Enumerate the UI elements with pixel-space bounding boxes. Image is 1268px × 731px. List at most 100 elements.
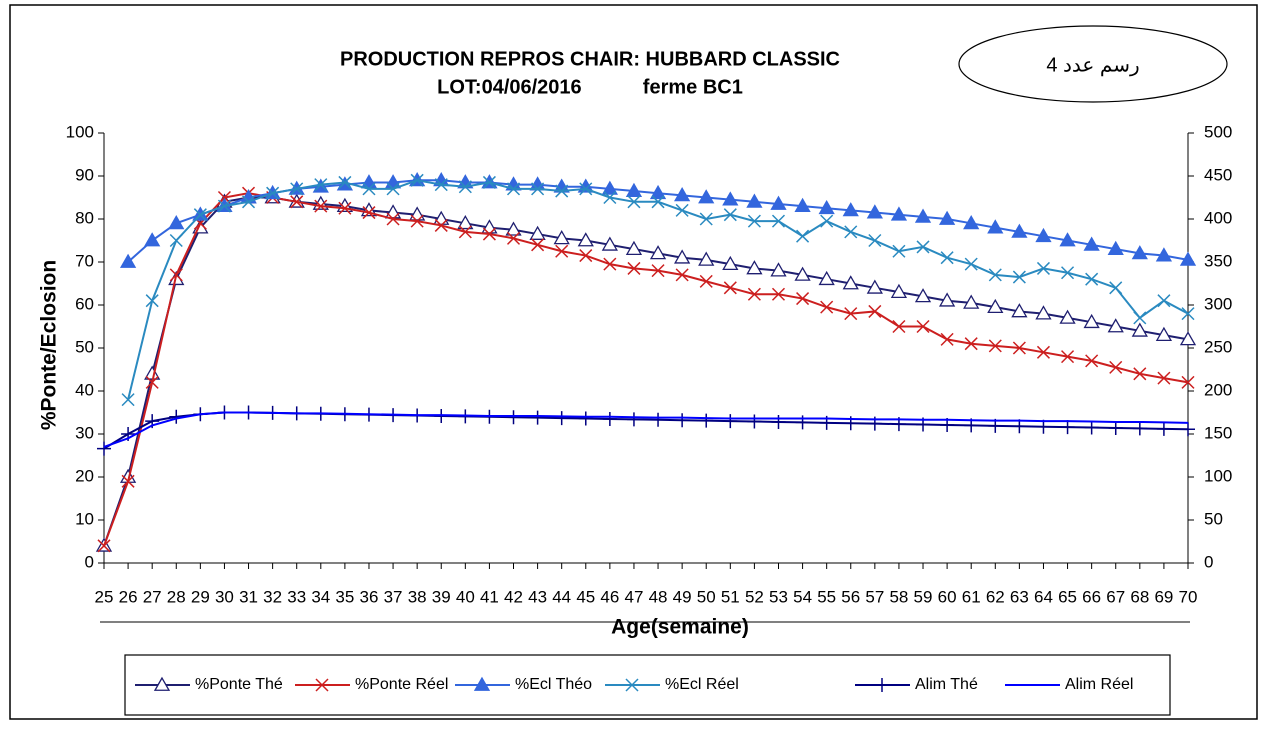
marker: [890, 283, 908, 299]
marker: [892, 244, 906, 258]
marker: [1181, 307, 1195, 321]
x-tick-label: 51: [721, 587, 740, 606]
x-tick-label: 41: [480, 587, 499, 606]
marker: [1133, 311, 1147, 325]
marker: [987, 219, 1004, 234]
marker: [290, 195, 304, 209]
marker: [1133, 367, 1147, 381]
legend-marker: [875, 678, 889, 692]
x-tick-label: 26: [119, 587, 138, 606]
x-tick-label: 39: [432, 587, 451, 606]
marker: [1157, 371, 1171, 385]
marker: [531, 182, 545, 196]
x-tick-label: 31: [239, 587, 258, 606]
marker: [578, 411, 593, 426]
marker: [362, 182, 376, 196]
x-tick-label: 27: [143, 587, 162, 606]
marker: [626, 412, 641, 427]
y2-tick-label: 200: [1204, 380, 1232, 399]
marker: [1155, 247, 1173, 262]
marker: [1061, 266, 1075, 280]
marker: [1061, 350, 1075, 364]
marker: [1132, 421, 1147, 436]
y2-tick-label: 150: [1204, 423, 1232, 442]
marker: [169, 268, 183, 282]
marker: [97, 539, 111, 553]
marker: [602, 411, 617, 426]
marker: [964, 337, 978, 351]
marker: [530, 410, 545, 425]
marker: [868, 233, 882, 248]
legend-label: Alim Thé: [915, 676, 978, 693]
x-tick-label: 47: [624, 587, 643, 606]
marker: [121, 393, 135, 407]
annotation: رسم عدد 4: [1046, 54, 1139, 76]
y2-tick-label: 50: [1204, 509, 1223, 528]
marker: [457, 214, 474, 230]
marker: [1036, 345, 1051, 359]
marker: [506, 231, 521, 245]
y2-tick-label: 350: [1204, 251, 1232, 270]
marker: [531, 238, 545, 252]
y-tick-label: 60: [75, 294, 94, 313]
x-tick-label: 40: [456, 587, 475, 606]
marker: [410, 214, 424, 228]
marker: [434, 218, 448, 232]
marker: [242, 195, 256, 209]
marker: [938, 210, 956, 225]
x-tick-label: 32: [263, 587, 282, 606]
marker: [1155, 326, 1173, 342]
y-tick-label: 100: [66, 122, 94, 141]
x-tick-label: 49: [673, 587, 692, 606]
marker: [1059, 309, 1076, 324]
x-tick-label: 65: [1058, 587, 1077, 606]
marker: [964, 257, 978, 271]
y-tick-label: 80: [75, 208, 94, 227]
y2-tick-label: 400: [1204, 208, 1232, 227]
marker: [145, 375, 159, 389]
x-tick-label: 53: [769, 587, 788, 606]
y-tick-label: 10: [75, 509, 94, 528]
x-tick-label: 61: [962, 587, 981, 606]
marker: [1156, 421, 1171, 436]
chart-border: [9, 4, 1258, 720]
y2-tick-label: 300: [1204, 294, 1232, 313]
marker: [434, 178, 448, 192]
marker: [866, 279, 883, 294]
x-axis-label: Age(semaine): [611, 616, 749, 639]
marker: [675, 413, 690, 428]
marker: [698, 189, 715, 204]
marker: [842, 202, 859, 217]
x-tick-label: 60: [938, 587, 957, 606]
marker: [794, 266, 811, 281]
marker: [698, 251, 715, 266]
marker: [1131, 322, 1148, 337]
marker: [818, 270, 835, 286]
x-tick-label: 37: [384, 587, 403, 606]
chart-title: PRODUCTION REPROS CHAIR: HUBBARD CLASSIC: [340, 48, 840, 70]
marker: [1011, 303, 1028, 318]
marker: [290, 182, 304, 196]
marker: [674, 187, 691, 202]
marker: [890, 206, 908, 221]
marker: [1060, 420, 1075, 435]
marker: [771, 214, 786, 228]
marker: [555, 244, 569, 258]
y-axis-label: %Ponte/Eclosion: [38, 260, 61, 430]
x-tick-label: 45: [576, 587, 595, 606]
y-tick-label: 0: [85, 552, 94, 571]
x-tick-label: 30: [215, 587, 234, 606]
marker: [722, 191, 739, 206]
chart-subtitle: LOT:04/06/2016 ferme BC1: [437, 76, 743, 98]
x-tick-label: 69: [1154, 587, 1173, 606]
marker: [651, 195, 665, 209]
annotation-ellipse: [958, 25, 1228, 103]
marker: [771, 414, 786, 429]
marker: [866, 204, 883, 219]
marker: [747, 214, 761, 228]
marker: [820, 214, 834, 228]
y2-tick-label: 450: [1204, 165, 1232, 184]
marker: [577, 232, 594, 247]
marker: [579, 249, 593, 263]
